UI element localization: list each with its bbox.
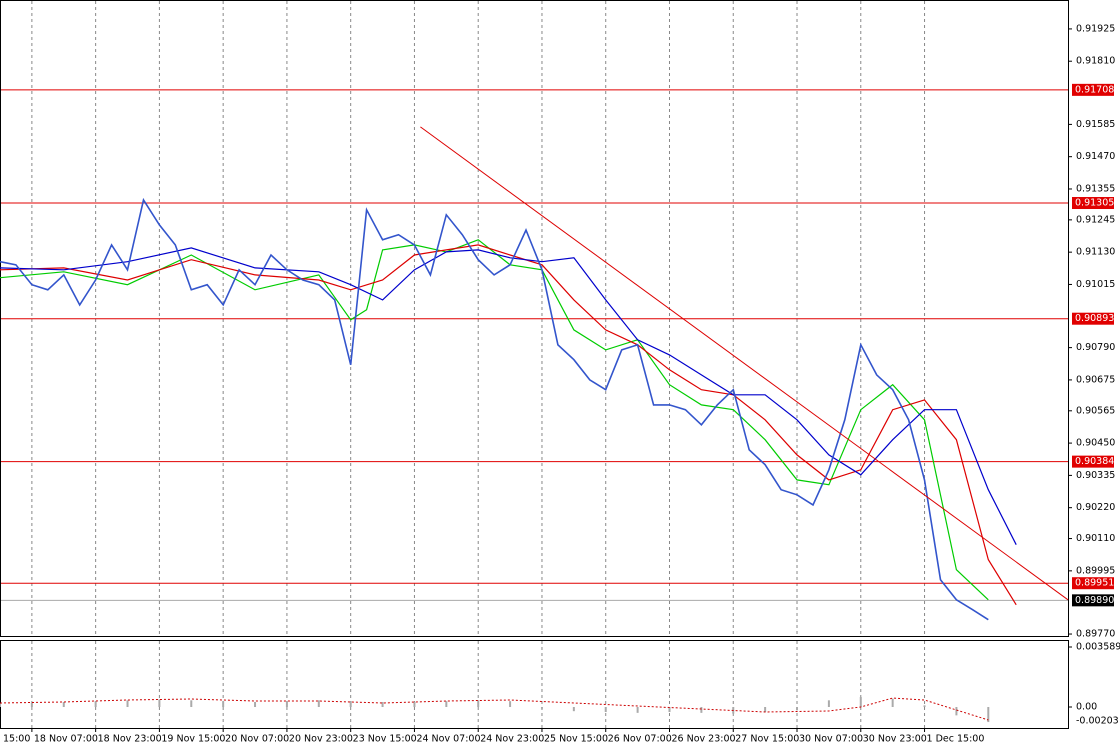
x-tick-label: 23 Nov 15:00	[353, 734, 417, 745]
x-tick-label: 26 Nov 07:00	[608, 734, 672, 745]
price-line	[0, 197, 989, 621]
y-tick-label: 0.91470	[1076, 151, 1115, 162]
level-label-box	[1072, 455, 1114, 468]
x-tick-label: 1 Dec 15:00	[927, 734, 985, 745]
signal-line	[0, 697, 989, 721]
x-tick-label: 27 Nov 15:00	[735, 734, 799, 745]
y-tick-label: 0.90790	[1076, 342, 1115, 353]
x-tick-label: 30 Nov 07:00	[799, 734, 863, 745]
level-label-box	[1072, 577, 1114, 590]
x-tick-label: 24 Nov 23:00	[480, 734, 544, 745]
trend-line	[420, 126, 1069, 601]
indicator-panel-frame	[0, 640, 1069, 729]
main-panel-frame	[0, 0, 1069, 637]
moving-average	[0, 247, 1017, 545]
y-tick-label: 0.89995	[1076, 565, 1115, 576]
y-tick-label: 0.91810	[1076, 56, 1115, 67]
current-price-box	[1072, 594, 1114, 607]
x-tick-label: 20 Nov 23:00	[289, 734, 353, 745]
moving-average	[0, 239, 989, 601]
y-tick-label: 0.90675	[1076, 374, 1115, 385]
level-label: 0.90893	[1075, 313, 1114, 324]
level-label-box	[1072, 197, 1114, 210]
x-tick-label: 26 Nov 23:00	[671, 734, 735, 745]
moving-average	[0, 244, 1017, 606]
x-tick-label: 19 Nov 15:00	[161, 734, 225, 745]
y-tick-label: 0.91925	[1076, 23, 1115, 34]
y-tick-label: 0.91245	[1076, 214, 1115, 225]
x-tick-label: 18 Nov 23:00	[98, 734, 162, 745]
x-tick-label: 30 Nov 23:00	[863, 734, 927, 745]
level-label-box	[1072, 83, 1114, 96]
y-tick-label: 0.90450	[1076, 438, 1115, 449]
level-label: 0.90384	[1075, 456, 1114, 467]
x-tick-label: 24 Nov 07:00	[416, 734, 480, 745]
current-price-label: 0.89890	[1075, 595, 1114, 606]
x-tick-label: 15:00	[3, 734, 30, 745]
level-label-box	[1072, 312, 1114, 325]
y-tick-label: 0.90220	[1076, 502, 1115, 513]
indicator-tick-label: -0.00203	[1076, 716, 1119, 727]
indicator-tick-label: 0.003589	[1076, 642, 1120, 653]
x-tick-label: 18 Nov 07:00	[34, 734, 98, 745]
indicator-tick-label: 0.00	[1076, 702, 1097, 713]
y-tick-label: 0.89770	[1076, 629, 1115, 640]
level-label: 0.91305	[1075, 198, 1114, 209]
y-tick-label: 0.90565	[1076, 405, 1115, 416]
x-tick-label: 25 Nov 15:00	[544, 734, 608, 745]
y-tick-label: 0.91015	[1076, 279, 1115, 290]
y-tick-label: 0.91130	[1076, 247, 1115, 258]
y-tick-label: 0.91355	[1076, 183, 1115, 194]
level-label: 0.89951	[1075, 578, 1114, 589]
x-tick-label: 20 Nov 07:00	[225, 734, 289, 745]
y-tick-label: 0.91585	[1076, 119, 1115, 130]
y-tick-label: 0.90335	[1076, 470, 1115, 481]
level-label: 0.91708	[1075, 84, 1114, 95]
y-tick-label: 0.90110	[1076, 533, 1115, 544]
